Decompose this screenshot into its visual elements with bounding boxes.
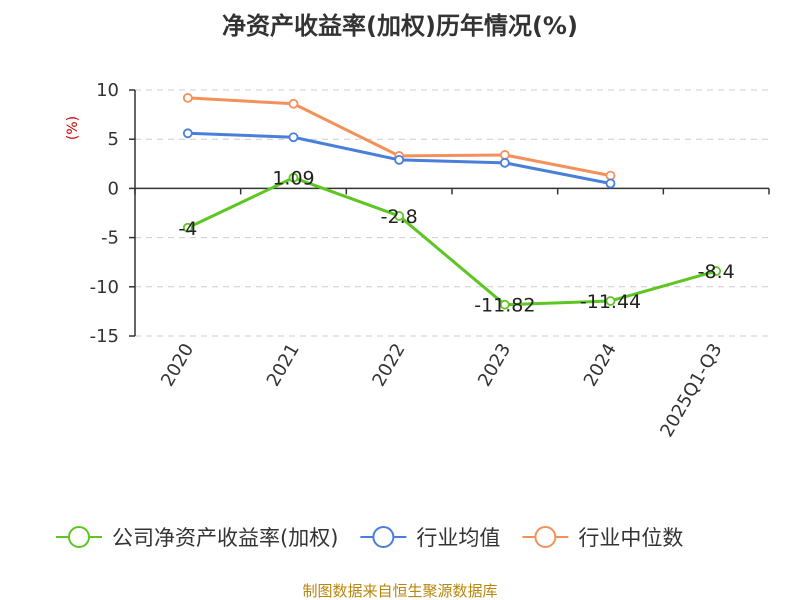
data-point [182,128,193,139]
data-point [288,98,299,109]
grid-lines [135,89,769,337]
data-point [288,172,299,183]
data-label: 1.09 [272,168,314,190]
y-tick-label: 5 [108,129,119,150]
data-point [499,299,510,310]
data-point [605,170,616,181]
data-point [711,266,722,276]
x-tick-label: 2020 [157,340,198,390]
data-point [394,211,405,221]
series-lines [182,92,722,310]
data-point [182,92,193,103]
data-label: -11.44 [580,291,641,313]
x-tick-label: 2022 [368,340,409,390]
y-tick-label: 0 [108,178,119,199]
y-tick-label: -10 [90,277,119,298]
legend-label: 行业中位数 [578,526,683,550]
data-label: -8.4 [698,261,735,283]
y-axis-unit-label: (%) [65,116,81,140]
data-point [288,132,299,143]
chart-title: 净资产收益率(加权)历年情况(%) [222,12,578,40]
x-tick-label: 2024 [580,340,621,390]
data-point [499,150,510,160]
data-point [394,154,405,165]
legend-marker [534,526,557,548]
y-tick-label: -5 [101,228,119,249]
x-tick-label: 2025Q1-Q3 [656,340,726,441]
y-tick-label: 10 [96,80,119,101]
legend-marker [68,526,90,548]
data-label: -2.8 [381,206,418,228]
x-tick-label: 2021 [263,340,304,390]
legend-label: 行业均值 [416,526,500,550]
x-tick-label: 2023 [474,340,515,390]
data-point [499,157,510,168]
legend-label: 公司净资产收益率(加权) [112,526,338,550]
data-labels: -4 1.09 -2.8 -11.82 -11.44 -8.4 [178,168,734,317]
data-point [605,296,616,306]
legend: 公司净资产收益率(加权) 行业均值 行业中位数 [56,526,683,550]
series-line [187,176,717,307]
data-point [182,222,193,233]
data-label: -4 [178,218,197,240]
data-point [605,178,616,189]
data-label: -11.82 [474,295,535,317]
y-tick-label: -15 [90,326,119,347]
source-note: 制图数据来自恒生聚源数据库 [302,582,497,600]
legend-marker [372,526,395,548]
